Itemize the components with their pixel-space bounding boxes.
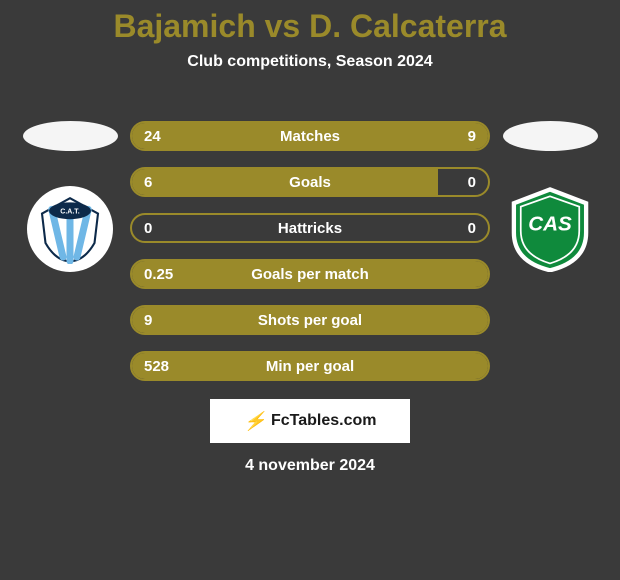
bar-label: Matches [132,128,488,145]
stat-bar: 6Goals0 [130,167,490,197]
shield-icon: CAS [507,186,593,272]
stat-bar: 24Matches9 [130,121,490,151]
player-photo-left [23,121,118,151]
bar-label: Goals [132,174,488,191]
svg-text:CAS: CAS [528,213,572,236]
bar-label: Hattricks [132,220,488,237]
stat-bar: 9Shots per goal [130,305,490,335]
stat-bar: 0Hattricks0 [130,213,490,243]
brand-watermark: ⚡ FcTables.com [210,399,410,443]
bar-label: Goals per match [132,266,488,283]
bar-value-right: 0 [468,174,476,191]
bars-column: 24Matches96Goals00Hattricks00.25Goals pe… [130,121,490,381]
subtitle: Club competitions, Season 2024 [187,53,432,71]
bar-value-right: 0 [468,220,476,237]
main-row: C.A.T. 24Matches96Goals00Hattricks00.25G… [0,121,620,381]
stat-bar: 528Min per goal [130,351,490,381]
left-side: C.A.T. [10,121,130,272]
bar-value-right: 9 [468,128,476,145]
svg-text:C.A.T.: C.A.T. [60,209,80,216]
bar-label: Min per goal [132,358,488,375]
club-badge-right: CAS [507,186,593,272]
bar-label: Shots per goal [132,312,488,329]
player-photo-right [503,121,598,151]
page-title: Bajamich vs D. Calcaterra [113,8,506,45]
right-side: CAS [490,121,610,272]
stat-bar: 0.25Goals per match [130,259,490,289]
date-text: 4 november 2024 [245,457,375,475]
brand-text: FcTables.com [271,412,377,430]
shield-icon: C.A.T. [35,194,105,264]
bolt-icon: ⚡ [244,411,265,432]
club-badge-left: C.A.T. [27,186,113,272]
comparison-infographic: Bajamich vs D. Calcaterra Club competiti… [0,0,620,475]
